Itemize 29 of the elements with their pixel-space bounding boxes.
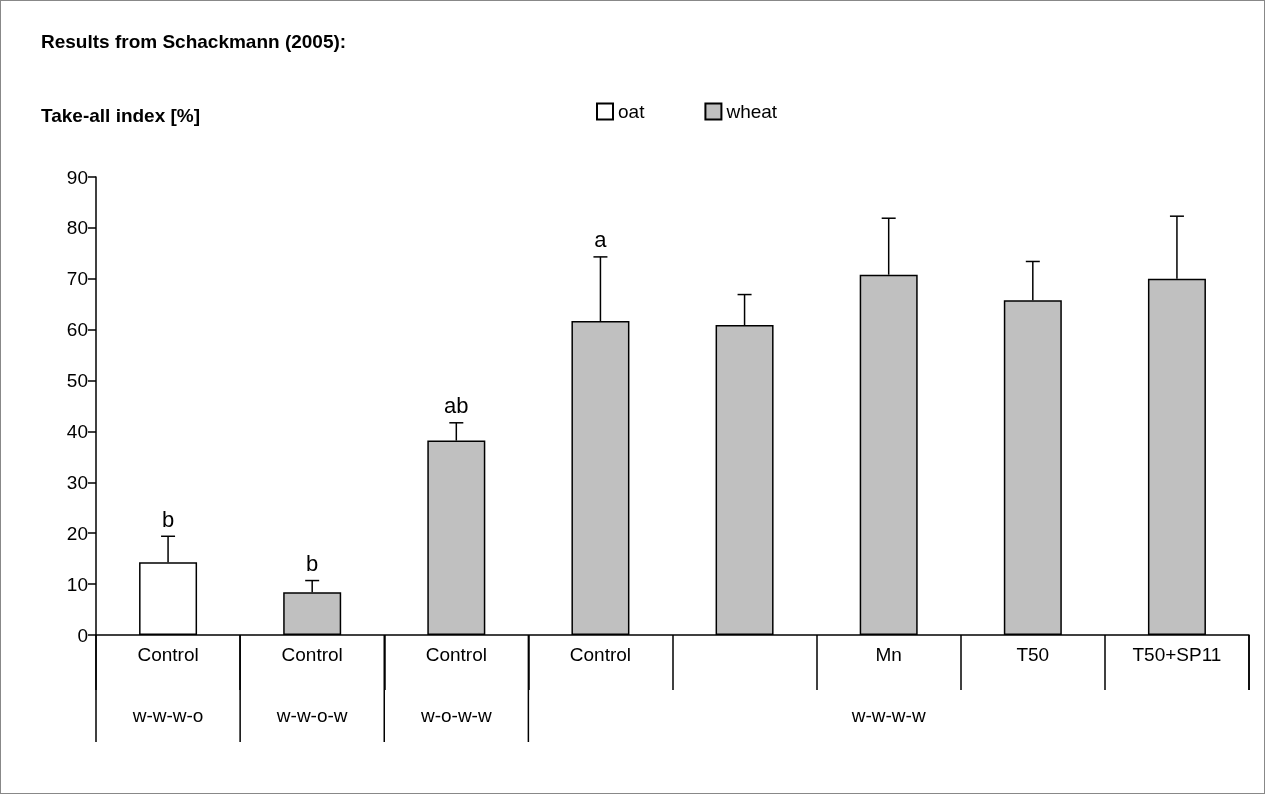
- data-label: a: [594, 227, 608, 253]
- y-axis-title: Take-all index [%]: [41, 105, 201, 126]
- y-tick-label: 40: [66, 420, 88, 442]
- data-label: b: [161, 506, 175, 532]
- x-tick-label: Control: [425, 644, 487, 665]
- data-label: b: [306, 551, 319, 577]
- x-tick-label: T50+SP11: [1132, 644, 1222, 665]
- y-tick-label: 0: [77, 624, 88, 646]
- x-tick-label: Mn: [875, 644, 902, 665]
- y-tick-label: 90: [66, 166, 88, 188]
- data-label: ab: [444, 393, 469, 419]
- chart-title: Results from Schackmann (2005):: [41, 31, 347, 52]
- x-tick-label: Control: [569, 644, 632, 665]
- y-tick-label: 50: [66, 370, 88, 392]
- y-tick-label: 80: [66, 217, 88, 239]
- text: w-w-w-o: [131, 704, 204, 726]
- x-tick-label: T50: [1016, 644, 1050, 665]
- y-tick-label: 20: [66, 522, 88, 544]
- text: w-o-w-w: [419, 704, 492, 726]
- y-tick-label: 30: [66, 471, 88, 493]
- legend-label: wheat: [725, 101, 778, 122]
- text: w-w-w-w: [850, 704, 926, 726]
- text: w-w-o-w: [275, 704, 348, 726]
- legend-label: oat: [618, 101, 646, 122]
- x-tick-label: Control: [281, 644, 343, 665]
- x-tick-label: Control: [137, 644, 199, 665]
- y-tick-label: 60: [66, 319, 88, 341]
- y-tick-label: 10: [66, 573, 88, 595]
- y-tick-label: 70: [66, 268, 88, 290]
